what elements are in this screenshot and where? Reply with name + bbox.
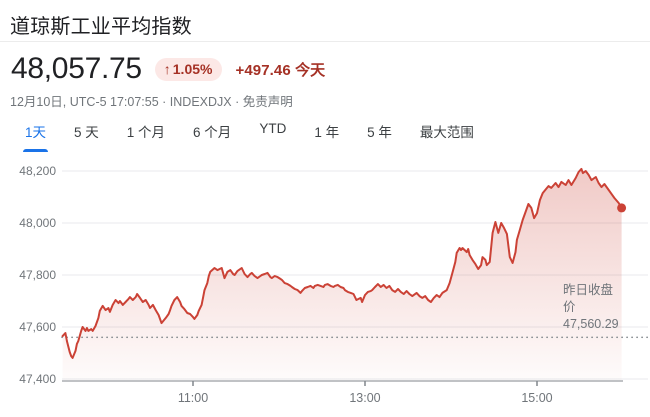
x-axis-label: 11:00 bbox=[178, 391, 208, 405]
tab-max[interactable]: 最大范围 bbox=[420, 119, 474, 152]
price-chart[interactable]: 47,400 47,600 47,800 48,000 48,200 11:00 13:00… bbox=[0, 150, 650, 417]
tab-1d[interactable]: 1天 bbox=[22, 119, 49, 152]
y-axis-label: 48,200 bbox=[19, 164, 56, 178]
quote-meta: 12月10日, UTC-5 17:07:55 · INDEXDJX · 免责声明 bbox=[10, 91, 640, 110]
y-axis-label: 47,600 bbox=[19, 320, 56, 334]
range-tab-bar: 1天 5 天 1 个月 6 个月 YTD 1 年 5 年 最大范围 bbox=[22, 119, 650, 152]
previous-close-annotation: 昨日收盘价 47,560.29 bbox=[563, 282, 650, 333]
tab-ytd[interactable]: YTD bbox=[259, 119, 286, 147]
last-price-dot bbox=[617, 203, 627, 213]
tab-1m[interactable]: 1 个月 bbox=[127, 119, 165, 152]
page-title: 道琼斯工业平均指数 bbox=[10, 16, 192, 38]
previous-close-label: 昨日收盘价 bbox=[563, 283, 614, 314]
disclaimer-link[interactable]: 免责声明 bbox=[242, 95, 293, 109]
y-axis-label: 47,400 bbox=[19, 372, 56, 386]
current-price: 48,057.75 bbox=[11, 52, 142, 85]
previous-close-value: 47,560.29 bbox=[563, 317, 619, 331]
arrow-up-icon: ↑ bbox=[163, 60, 171, 77]
change-absolute: +497.46 今天 bbox=[235, 61, 326, 79]
x-axis-label: 15:00 bbox=[521, 391, 552, 405]
tab-5y[interactable]: 5 年 bbox=[367, 119, 392, 152]
price-area-fill bbox=[62, 168, 622, 380]
tab-6m[interactable]: 6 个月 bbox=[193, 119, 231, 152]
y-axis-label: 48,000 bbox=[19, 216, 56, 230]
change-percent: 1.05% bbox=[172, 60, 213, 77]
tab-5d[interactable]: 5 天 bbox=[74, 119, 99, 152]
y-axis-label: 47,800 bbox=[19, 268, 56, 282]
price-line bbox=[61, 167, 623, 359]
x-axis-label: 13:00 bbox=[349, 391, 380, 405]
title-bar: 道琼斯工业平均指数 bbox=[0, 0, 650, 42]
change-percent-badge: ↑ 1.05% bbox=[154, 57, 223, 81]
quote-timestamp: 12月10日, UTC-5 17:07:55 · INDEXDJX · bbox=[10, 95, 240, 109]
tab-1y[interactable]: 1 年 bbox=[314, 119, 339, 152]
price-row: 48,057.75 ↑ 1.05% +497.46 今天 bbox=[11, 54, 640, 84]
price-chart-svg[interactable]: 47,400 47,600 47,800 48,000 48,200 11:00 13:00… bbox=[0, 150, 650, 417]
